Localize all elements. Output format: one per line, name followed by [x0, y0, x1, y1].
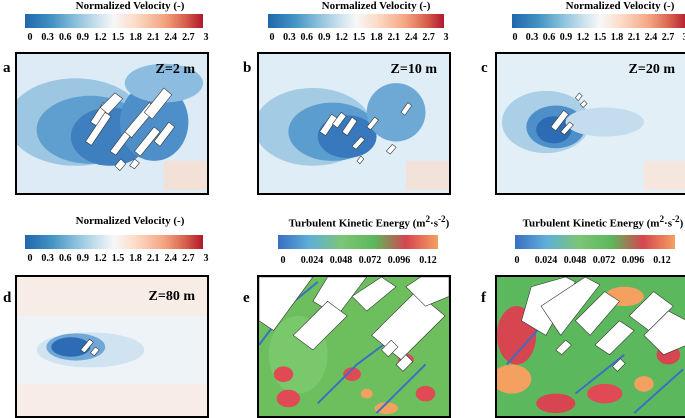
tke-ticks-f-label: 0.048	[563, 255, 587, 266]
velocity-ticks-a-label: 1.2	[94, 32, 107, 43]
tke-colorbar-f	[515, 235, 675, 249]
velocity-ticks-b-label: 2.1	[387, 32, 401, 43]
velocity-colorbar-title-c: Normalized Velocity (-)	[565, 0, 675, 12]
velocity-ticks-b-label: 1.5	[352, 32, 366, 43]
tke-title-mid-f: ·s	[664, 217, 672, 230]
velocity-ticks-d-label: 1.5	[111, 253, 125, 264]
velocity-ticks-a-label: 1.8	[129, 32, 142, 43]
velocity-ticks-d-label: 0.3	[41, 253, 54, 264]
velocity-ticks-d-label: 3	[203, 253, 209, 264]
velocity-ticks-d-label: 2.4	[164, 253, 178, 264]
velocity-colorbar-title-a: Normalized Velocity (-)	[75, 0, 185, 12]
velocity-ticks-c-label: 0	[512, 32, 518, 43]
velocity-ticks-c-label: 0.6	[542, 32, 556, 43]
velocity-ticks-c-label: 1.8	[610, 32, 624, 43]
velocity-ticks-a-label: 0.3	[41, 32, 54, 43]
tke-ticks-e-label: 0.12	[419, 255, 437, 266]
panel-letter-b: b	[243, 60, 252, 76]
velocity-ticks-c-label: 2.7	[661, 32, 675, 43]
z-label-d: Z=80 m	[148, 289, 195, 304]
velocity-ticks-c-label: 0.9	[559, 32, 573, 43]
velocity-ticks-b-label: 1.8	[370, 32, 383, 43]
velocity-ticks-a-label: 2.4	[164, 32, 178, 43]
panel-c-velocity-z20: Z=20 m	[495, 52, 685, 195]
panel-a-velocity-z2: Z=2 m	[15, 52, 209, 195]
tke-title-main-e: Turbulent Kinetic Energy (m	[288, 217, 426, 230]
velocity-colorbar-d	[25, 235, 203, 249]
velocity-ticks-d-label: 2.7	[182, 253, 195, 264]
z-label-c: Z=20 m	[628, 62, 675, 77]
panel-f-tke	[495, 275, 685, 418]
velocity-ticks-a-label: 0.9	[76, 32, 90, 43]
tke-title-sup2-e: -2	[438, 214, 446, 224]
velocity-colorbar-b	[268, 14, 444, 28]
tke-colorbar-e	[278, 235, 438, 249]
velocity-ticks-b-label: 3	[443, 32, 449, 43]
tke-title-mid-e: ·s	[430, 217, 438, 230]
tke-ticks-e-label: 0.096	[387, 255, 411, 266]
velocity-colorbar-a	[25, 14, 203, 28]
velocity-ticks-d-label: 1.8	[129, 253, 142, 264]
velocity-colorbar-title-d: Normalized Velocity (-)	[75, 215, 185, 227]
velocity-ticks-a-label: 0.6	[58, 32, 72, 43]
velocity-ticks-c-label: 3	[682, 32, 685, 43]
tke-title-sup1-e: 2	[425, 214, 431, 224]
velocity-ticks-c-label: 1.2	[576, 32, 590, 43]
velocity-ticks-d-label: 0	[27, 253, 33, 264]
velocity-ticks-d-label: 1.2	[94, 253, 107, 264]
velocity-ticks-c-label: 1.5	[593, 32, 607, 43]
z-label-a: Z=2 m	[155, 62, 195, 77]
velocity-ticks-d-label: 2.1	[146, 253, 160, 264]
z-label-b: Z=10 m	[390, 62, 437, 77]
tke-title-main-f: Turbulent Kinetic Energy (m	[522, 217, 660, 230]
velocity-ticks-c-label: 0.3	[525, 32, 539, 43]
panel-letter-c: c	[481, 60, 488, 76]
panel-letter-a: a	[3, 60, 11, 76]
panel-d-velocity-z80: Z=80 m	[15, 275, 209, 418]
velocity-ticks-b-label: 0.6	[300, 32, 314, 43]
velocity-colorbar-c	[512, 14, 685, 28]
panel-letter-f: f	[481, 290, 486, 306]
velocity-ticks-b-label: 1.2	[335, 32, 348, 43]
tke-colorbar-title-e: Turbulent Kinetic Energy (m2·s-2)	[284, 214, 454, 230]
velocity-ticks-a-label: 3	[203, 32, 209, 43]
velocity-ticks-b-label: 2.7	[422, 32, 435, 43]
velocity-colorbar-title-b: Normalized Velocity (-)	[321, 0, 431, 12]
velocity-ticks-a-label: 2.7	[182, 32, 195, 43]
velocity-ticks-b-label: 0.9	[317, 32, 331, 43]
tke-colorbar-title-f: Turbulent Kinetic Energy (m2·s-2)	[518, 214, 685, 230]
tke-ticks-f-label: 0.024	[534, 255, 558, 266]
tke-ticks-e-label: 0.048	[329, 255, 353, 266]
velocity-ticks-d-label: 0.6	[58, 253, 72, 264]
velocity-ticks-c-label: 2.4	[644, 32, 658, 43]
panel-e-tke	[257, 275, 451, 418]
tke-title-end-f: )	[679, 217, 684, 230]
velocity-ticks-a-label: 2.1	[146, 32, 160, 43]
velocity-ticks-b-label: 0	[269, 32, 275, 43]
tke-title-sup2-f: -2	[672, 214, 680, 224]
tke-ticks-e-label: 0.024	[300, 255, 324, 266]
tke-ticks-f-label: 0.072	[592, 255, 616, 266]
panel-b-velocity-z10: Z=10 m	[257, 52, 451, 195]
velocity-ticks-d-label: 0.9	[76, 253, 90, 264]
velocity-ticks-c-label: 2.1	[627, 32, 641, 43]
velocity-ticks-b-label: 0.3	[283, 32, 296, 43]
tke-ticks-f-label: 0	[514, 255, 520, 266]
tke-ticks-e-label: 0.072	[358, 255, 382, 266]
panel-letter-d: d	[3, 290, 12, 306]
tke-title-sup1-f: 2	[659, 214, 665, 224]
velocity-ticks-a-label: 1.5	[111, 32, 125, 43]
tke-ticks-f-label: 0.096	[621, 255, 645, 266]
panel-letter-e: e	[243, 290, 250, 306]
tke-title-end-e: )	[445, 217, 450, 230]
tke-ticks-e-label: 0	[280, 255, 286, 266]
velocity-ticks-a-label: 0	[27, 32, 33, 43]
tke-ticks-f-label: 0.12	[653, 255, 671, 266]
velocity-ticks-b-label: 2.4	[404, 32, 418, 43]
